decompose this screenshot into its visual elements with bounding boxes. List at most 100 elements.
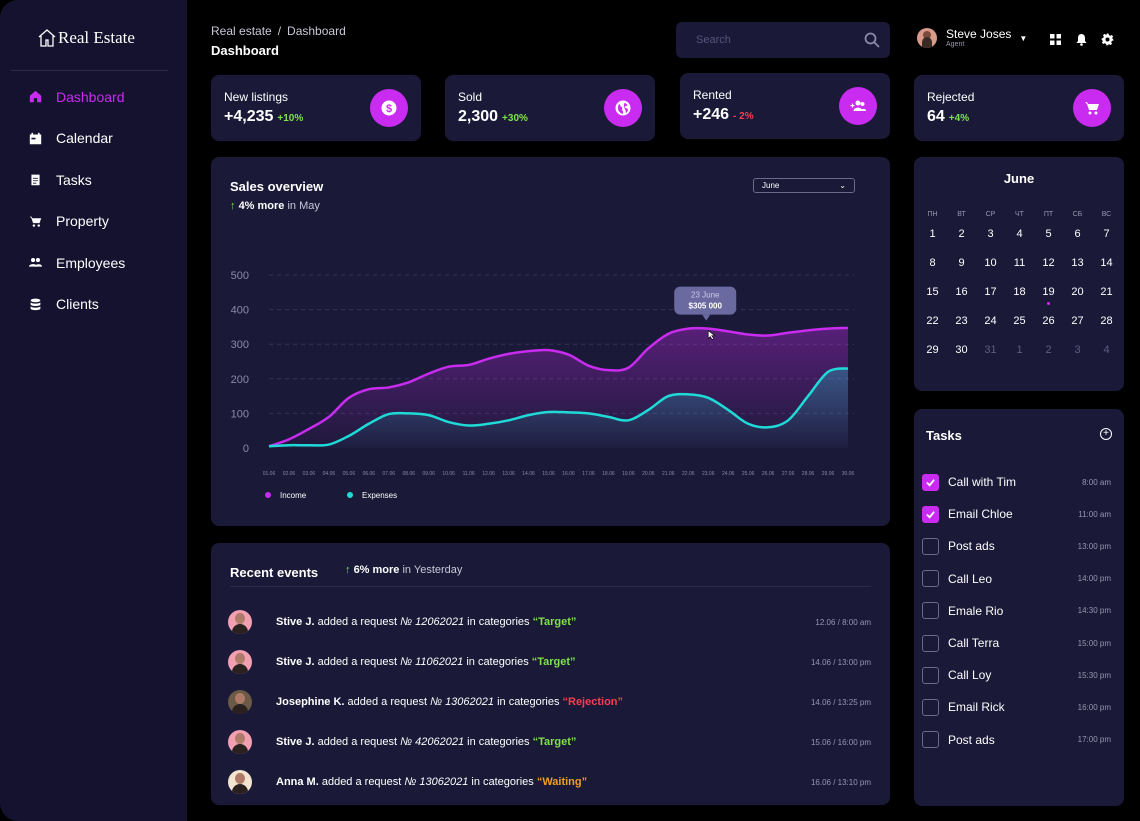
calendar-day[interactable]: 31 — [984, 344, 997, 356]
calendar-day[interactable]: 23 — [955, 315, 968, 327]
calendar-day[interactable]: 7 — [1103, 228, 1110, 240]
stat-value: +246- 2% — [693, 106, 754, 123]
stat-card-new-listings[interactable]: New listings +4,235 +10% $ — [211, 75, 421, 141]
task-item[interactable]: Emale Rio 14:30 pm — [922, 595, 1111, 627]
calendar-day[interactable]: 4 — [1016, 228, 1023, 240]
task-item[interactable]: Call Leo 14:00 pm — [922, 563, 1111, 595]
grid-icon[interactable] — [1049, 33, 1062, 46]
event-item[interactable]: Anna M. added a request № 13062021 in ca… — [228, 762, 871, 802]
add-task-icon[interactable]: + — [1100, 428, 1112, 440]
people-icon — [27, 255, 43, 271]
sidebar-item-calendar[interactable]: Calendar — [27, 128, 125, 149]
calendar-day[interactable]: 11 — [1013, 257, 1026, 269]
logo[interactable]: Real Estate — [38, 28, 135, 48]
task-item[interactable]: Call Loy 15:30 pm — [922, 659, 1111, 691]
calendar-day[interactable]: 13 — [1071, 257, 1084, 269]
sidebar-item-employees[interactable]: Employees — [27, 252, 125, 273]
search-icon[interactable] — [864, 32, 880, 48]
sidebar-item-tasks[interactable]: Tasks — [27, 169, 125, 190]
calendar-day[interactable]: 8 — [929, 257, 936, 269]
task-checkbox[interactable] — [922, 731, 939, 749]
calendar-day[interactable]: 1 — [1016, 344, 1023, 356]
stat-change: - 2% — [733, 111, 754, 122]
calendar-day[interactable]: 4 — [1103, 344, 1110, 356]
search-input[interactable] — [696, 34, 864, 46]
x-tick-label: 09.06 — [422, 471, 435, 477]
calendar-day[interactable]: 12 — [1042, 257, 1055, 269]
task-item[interactable]: Call with Tim 8:00 am — [922, 466, 1111, 498]
event-time: 14.06 / 13:00 pm — [810, 657, 871, 667]
calendar-day[interactable]: 3 — [1074, 344, 1081, 356]
series-line-income[interactable] — [268, 326, 849, 448]
sidebar-item-clients[interactable]: Clients — [27, 294, 125, 315]
arrow-up-icon: ↑ — [230, 200, 236, 212]
calendar-day[interactable]: 26 — [1042, 315, 1055, 327]
task-item[interactable]: Email Rick 16:00 pm — [922, 691, 1111, 723]
calendar-day[interactable]: 10 — [984, 257, 997, 269]
calendar-day[interactable]: 28 — [1100, 315, 1113, 327]
calendar-day[interactable]: 25 — [1013, 315, 1026, 327]
task-item[interactable]: Post ads 17:00 pm — [922, 724, 1111, 756]
event-category[interactable]: “Waiting” — [536, 776, 588, 788]
events-subtitle: ↑ 6% more in Yesterday — [345, 564, 463, 576]
event-category[interactable]: “Rejection” — [562, 696, 624, 708]
task-item[interactable]: Post ads 13:00 pm — [922, 530, 1111, 562]
calendar-day[interactable]: 5 — [1045, 228, 1052, 240]
stat-card-sold[interactable]: Sold 2,300 +30% — [445, 75, 655, 141]
task-item[interactable]: Call Terra 15:00 pm — [922, 627, 1111, 659]
event-item[interactable]: Stive J. added a request № 11062021 in c… — [228, 642, 871, 682]
task-checkbox[interactable] — [922, 505, 939, 523]
stat-card-rented[interactable]: Rented +246- 2% — [680, 73, 890, 139]
event-item[interactable]: Stive J. added a request № 12062021 in c… — [228, 602, 871, 642]
task-checkbox[interactable] — [922, 666, 939, 684]
event-user[interactable]: Stive J. — [276, 616, 315, 628]
task-checkbox[interactable] — [922, 698, 939, 716]
legend-label[interactable]: Expenses — [362, 491, 397, 500]
stat-card-rejected[interactable]: Rejected 64 +4% — [914, 75, 1124, 141]
calendar-day[interactable]: 2 — [1045, 344, 1052, 356]
month-select[interactable]: June ⌄ — [753, 178, 855, 193]
event-user[interactable]: Stive J. — [276, 656, 315, 668]
calendar-day[interactable]: 24 — [984, 315, 997, 327]
calendar-day[interactable]: 14 — [1100, 257, 1113, 269]
gear-icon[interactable] — [1101, 33, 1114, 46]
event-user[interactable]: Josephine K. — [276, 696, 345, 708]
legend-label[interactable]: Income — [280, 491, 307, 500]
task-checkbox[interactable] — [922, 537, 939, 555]
event-user[interactable]: Stive J. — [276, 736, 315, 748]
event-category[interactable]: “Target” — [532, 736, 577, 748]
calendar-day[interactable]: 18 — [1013, 286, 1026, 298]
calendar-day[interactable]: 1 — [929, 228, 936, 240]
event-user[interactable]: Anna M. — [276, 776, 319, 788]
user-menu[interactable]: Steve Joses Agent ▼ — [917, 28, 1027, 48]
bell-icon[interactable] — [1075, 33, 1088, 46]
chevron-down-icon[interactable]: ▼ — [1019, 33, 1028, 43]
calendar-day[interactable]: 9 — [958, 257, 965, 269]
event-category[interactable]: “Target” — [532, 616, 577, 628]
breadcrumb-root[interactable]: Real estate — [211, 24, 272, 38]
calendar-day[interactable]: 19 — [1034, 285, 1063, 314]
event-category[interactable]: “Target” — [531, 656, 576, 668]
calendar-day[interactable]: 17 — [984, 286, 997, 298]
task-checkbox[interactable] — [922, 570, 939, 588]
task-checkbox[interactable] — [922, 602, 939, 620]
sidebar-item-property[interactable]: Property — [27, 211, 125, 232]
calendar-day[interactable]: 3 — [987, 228, 994, 240]
event-item[interactable]: Stive J. added a request № 42062021 in c… — [228, 722, 871, 762]
calendar-day[interactable]: 2 — [958, 228, 965, 240]
calendar-day[interactable]: 27 — [1071, 315, 1084, 327]
calendar-day[interactable]: 16 — [955, 286, 968, 298]
calendar-day[interactable]: 20 — [1071, 286, 1084, 298]
calendar-day[interactable]: 22 — [926, 315, 939, 327]
task-checkbox[interactable] — [922, 473, 939, 491]
calendar-day[interactable]: 29 — [926, 344, 939, 356]
task-item[interactable]: Email Chloe 11:00 am — [922, 498, 1111, 530]
calendar-day[interactable]: 15 — [926, 286, 939, 298]
sidebar-item-dashboard[interactable]: Dashboard — [27, 86, 125, 107]
event-item[interactable]: Josephine K. added a request № 13062021 … — [228, 682, 871, 722]
calendar-day[interactable]: 30 — [955, 344, 968, 356]
calendar-day[interactable]: 6 — [1074, 228, 1081, 240]
calendar-day[interactable]: 21 — [1100, 286, 1113, 298]
series-line-expenses[interactable] — [268, 367, 849, 448]
task-checkbox[interactable] — [922, 634, 939, 652]
